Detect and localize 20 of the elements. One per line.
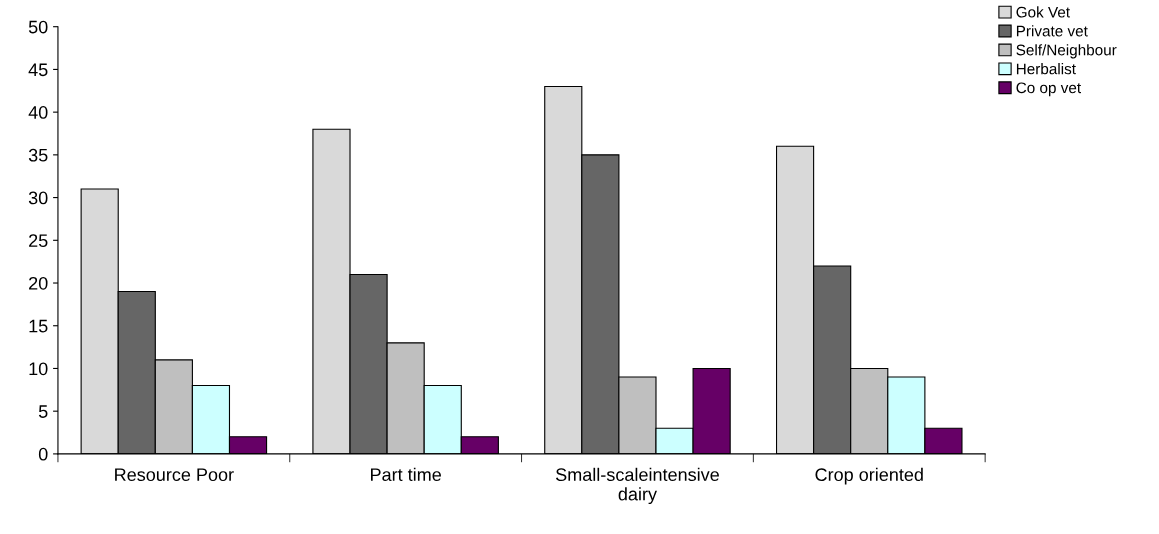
- x-tick-label: Part time: [371, 467, 441, 482]
- legend-label: Self/Neighbour: [1016, 44, 1117, 59]
- legend-label: Private vet: [1016, 25, 1088, 37]
- legend-label: Herbalist: [1016, 63, 1076, 75]
- y-tick-label: 20: [29, 276, 48, 290]
- y-tick-label: 5: [38, 405, 48, 418]
- y-tick-label: 40: [28, 106, 48, 119]
- x-tick-label: Resource Poor: [115, 468, 234, 482]
- x-tick-label: Crop oriented: [815, 467, 923, 485]
- y-tick-label: 0: [38, 447, 48, 461]
- y-tick-label: 25: [29, 234, 48, 248]
- y-tick-label: 10: [29, 362, 48, 376]
- y-tick-label: 15: [29, 319, 48, 333]
- y-tick-label: 45: [28, 63, 48, 77]
- x-tick-label: Small-scaleintensive dairy: [555, 467, 719, 505]
- y-tick-label: 30: [28, 191, 48, 205]
- y-tick-label: 35: [28, 148, 48, 162]
- y-tick-label: 50: [28, 20, 48, 34]
- legend-label: Gok Vet: [1016, 6, 1070, 18]
- legend-label: Co op vet: [1016, 82, 1081, 97]
